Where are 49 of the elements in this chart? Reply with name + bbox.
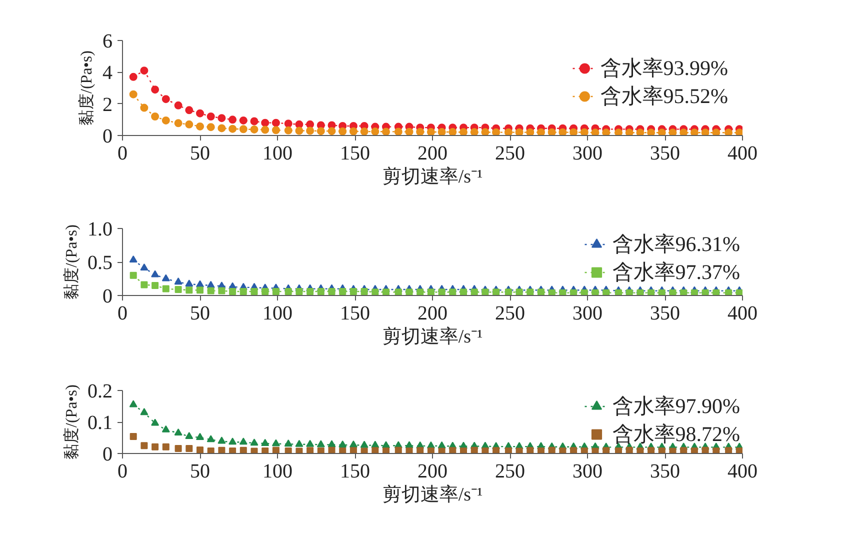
- legend-label: 含水率96.31%: [612, 231, 740, 258]
- x-tick-label: 150: [340, 142, 370, 164]
- x-tick-label: 250: [495, 142, 525, 164]
- legend-label: 含水率95.52%: [600, 83, 728, 110]
- x-tick-label: 0: [118, 142, 128, 164]
- x-tick-label: 250: [495, 302, 525, 324]
- x-tick-label: 100: [262, 142, 292, 164]
- x-tick-label: 400: [728, 142, 758, 164]
- x-tick-label: 400: [728, 302, 758, 324]
- x-tick-label: 300: [572, 302, 602, 324]
- x-tick-label: 150: [340, 460, 370, 482]
- x-tick-label: 150: [340, 302, 370, 324]
- legend-label: 含水率97.90%: [612, 393, 740, 420]
- legend-label: 含水率97.37%: [612, 259, 740, 286]
- x-tick-label: 50: [190, 460, 210, 482]
- x-tick-label: 200: [418, 142, 448, 164]
- x-tick-label: 350: [650, 460, 680, 482]
- y-tick-label: 0.2: [88, 380, 112, 402]
- y-tick-label: 0: [102, 286, 112, 308]
- x-tick-label: 350: [650, 302, 680, 324]
- x-tick-label: 400: [728, 460, 758, 482]
- y-tick-label: 2: [102, 94, 112, 116]
- x-axis-title: 剪切速率/s⁻¹: [382, 326, 483, 348]
- y-axis-title: 黏度/(Pa•s): [62, 384, 80, 460]
- x-axis-title: 剪切速率/s⁻¹: [382, 166, 483, 188]
- x-tick-label: 0: [118, 302, 128, 324]
- x-tick-label: 100: [262, 460, 292, 482]
- y-axis-title: 黏度/(Pa•s): [78, 50, 96, 126]
- y-tick-label: 6: [102, 30, 112, 52]
- x-tick-label: 300: [572, 460, 602, 482]
- x-tick-label: 300: [572, 142, 602, 164]
- x-axis-title: 剪切速率/s⁻¹: [382, 484, 483, 506]
- x-tick-label: 0: [118, 460, 128, 482]
- x-tick-label: 100: [262, 302, 292, 324]
- legend-label: 含水率98.72%: [612, 421, 740, 448]
- x-tick-label: 250: [495, 460, 525, 482]
- y-axis-title: 黏度/(Pa•s): [62, 224, 80, 300]
- y-tick-label: 0: [102, 126, 112, 148]
- x-tick-label: 50: [190, 302, 210, 324]
- y-tick-label: 0: [102, 444, 112, 466]
- x-tick-label: 350: [650, 142, 680, 164]
- x-tick-label: 200: [418, 460, 448, 482]
- legend-label: 含水率93.99%: [600, 55, 728, 82]
- y-tick-label: 0.1: [88, 412, 112, 434]
- y-tick-label: 4: [102, 62, 112, 84]
- y-tick-label: 1.0: [88, 218, 112, 240]
- y-tick-label: 0.5: [88, 252, 112, 274]
- x-tick-label: 200: [418, 302, 448, 324]
- x-tick-label: 50: [190, 142, 210, 164]
